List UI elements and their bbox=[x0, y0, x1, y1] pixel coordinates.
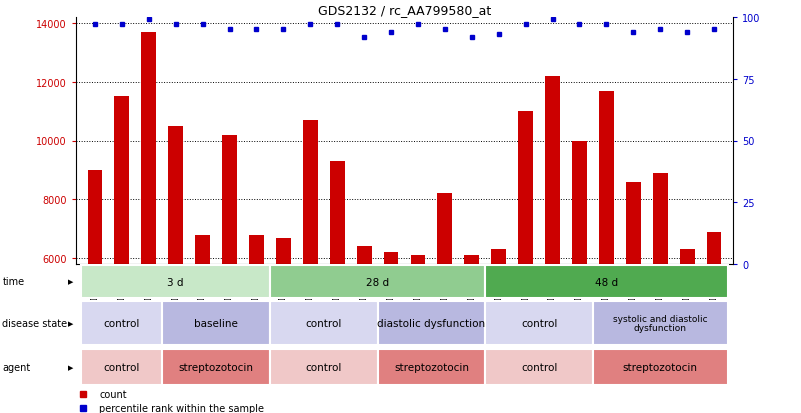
Bar bbox=[163, 349, 270, 385]
Bar bbox=[599, 91, 614, 264]
Bar bbox=[411, 256, 425, 264]
Text: streptozotocin: streptozotocin bbox=[179, 362, 254, 372]
Bar bbox=[115, 97, 129, 264]
Bar bbox=[485, 349, 593, 385]
Bar bbox=[168, 126, 183, 264]
Bar bbox=[270, 301, 377, 345]
Bar bbox=[706, 232, 722, 264]
Text: time: time bbox=[2, 277, 25, 287]
Text: control: control bbox=[305, 362, 342, 372]
Text: 48 d: 48 d bbox=[595, 277, 618, 287]
Text: control: control bbox=[305, 318, 342, 328]
Text: percentile rank within the sample: percentile rank within the sample bbox=[99, 404, 264, 413]
Text: diastolic dysfunction: diastolic dysfunction bbox=[377, 318, 485, 328]
Bar bbox=[82, 349, 163, 385]
Text: ▶: ▶ bbox=[68, 364, 74, 370]
Bar bbox=[330, 162, 344, 264]
Text: 28 d: 28 d bbox=[366, 277, 389, 287]
Bar bbox=[485, 301, 593, 345]
Bar bbox=[377, 349, 485, 385]
Bar bbox=[653, 173, 668, 264]
Bar bbox=[593, 301, 727, 345]
Bar bbox=[572, 141, 587, 264]
Text: control: control bbox=[103, 318, 140, 328]
Bar bbox=[303, 121, 318, 264]
Bar bbox=[518, 112, 533, 264]
Bar bbox=[87, 171, 103, 264]
Text: control: control bbox=[521, 318, 557, 328]
Title: GDS2132 / rc_AA799580_at: GDS2132 / rc_AA799580_at bbox=[318, 4, 491, 17]
Bar bbox=[491, 250, 506, 264]
Text: baseline: baseline bbox=[194, 318, 238, 328]
Bar bbox=[141, 33, 156, 264]
Bar bbox=[626, 182, 641, 264]
Text: streptozotocin: streptozotocin bbox=[622, 362, 698, 372]
Text: ▶: ▶ bbox=[68, 320, 74, 326]
Bar bbox=[270, 266, 485, 298]
Bar bbox=[356, 247, 372, 264]
Bar bbox=[384, 253, 398, 264]
Bar bbox=[222, 135, 237, 264]
Text: disease state: disease state bbox=[2, 318, 67, 328]
Bar bbox=[270, 349, 377, 385]
Text: systolic and diastolic
dysfunction: systolic and diastolic dysfunction bbox=[613, 314, 707, 332]
Text: control: control bbox=[103, 362, 140, 372]
Bar bbox=[377, 301, 485, 345]
Text: agent: agent bbox=[2, 362, 30, 372]
Bar bbox=[593, 349, 727, 385]
Text: ▶: ▶ bbox=[68, 279, 74, 285]
Text: control: control bbox=[521, 362, 557, 372]
Bar bbox=[545, 77, 560, 264]
Bar bbox=[485, 266, 727, 298]
Bar bbox=[82, 266, 270, 298]
Text: count: count bbox=[99, 389, 127, 399]
Bar bbox=[249, 235, 264, 264]
Bar bbox=[465, 256, 479, 264]
Bar bbox=[163, 301, 270, 345]
Bar bbox=[437, 194, 453, 264]
Text: streptozotocin: streptozotocin bbox=[394, 362, 469, 372]
Bar bbox=[680, 250, 694, 264]
Bar bbox=[276, 238, 291, 264]
Bar bbox=[82, 301, 163, 345]
Bar bbox=[195, 235, 210, 264]
Text: 3 d: 3 d bbox=[167, 277, 184, 287]
